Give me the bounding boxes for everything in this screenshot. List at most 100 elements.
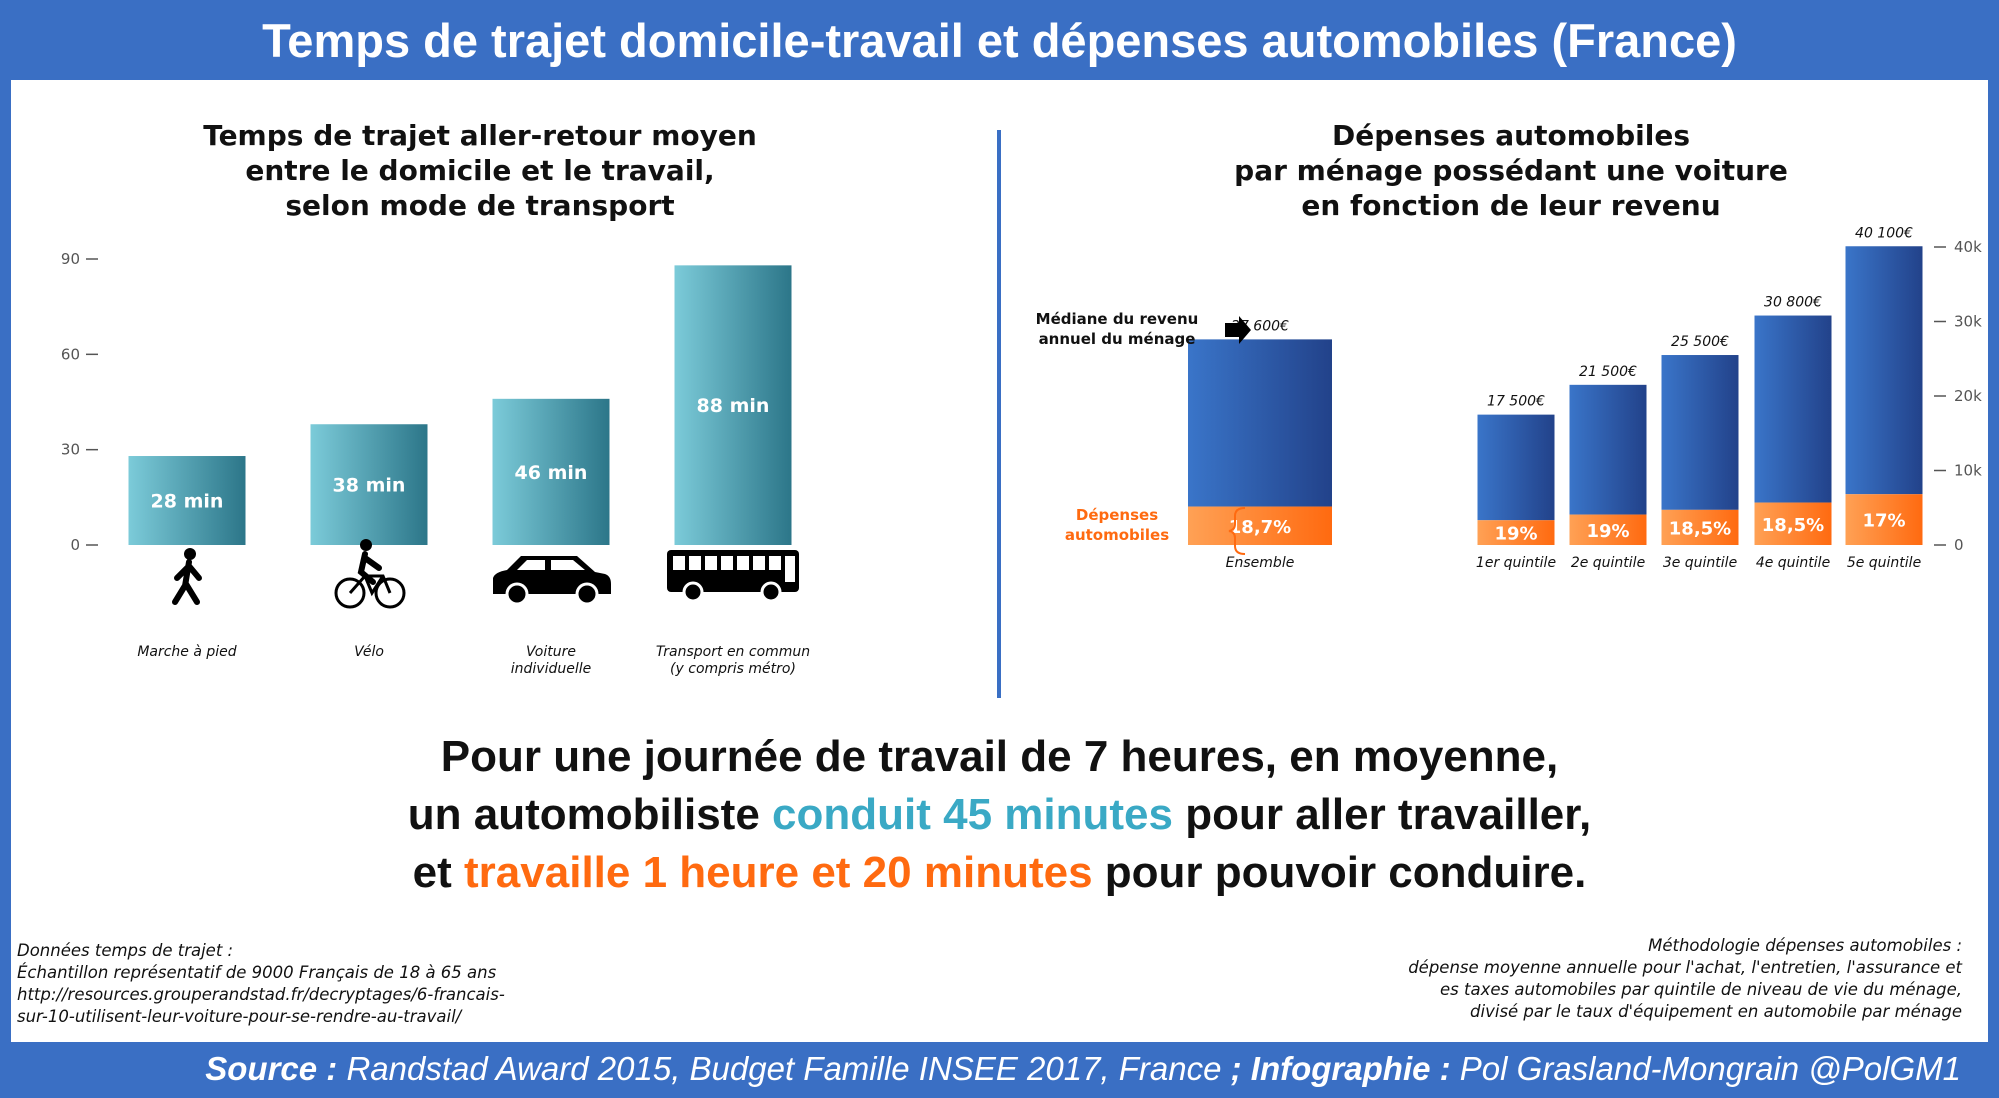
expenses-title-line: Dépenses automobiles (1331, 119, 1691, 152)
y-tick-label: 10k (1954, 462, 1982, 480)
income-bar (1569, 384, 1647, 515)
headline: Pour une journée de travail de 7 heures,… (11, 728, 1988, 902)
expense-bar (1188, 506, 1332, 545)
y-tick-label: 0 (1954, 536, 1964, 554)
expenses-title-line: en fonction de leur revenu (1301, 189, 1721, 222)
bus-icon (667, 550, 799, 603)
commute-category-label: (y compris métro) (670, 661, 796, 677)
headline-text: un automobiliste (407, 790, 773, 839)
y-tick-label: 20k (1954, 387, 1982, 405)
expenses-chart-title: Dépenses automobiles par ménage possédan… (1151, 118, 1871, 223)
commute-bar-label: 46 min (515, 462, 588, 484)
expense-share-label: 19% (1586, 521, 1629, 542)
income-value-label: 25 500€ (1671, 334, 1729, 350)
pedestrian-icon (172, 548, 202, 605)
content-panel: Temps de trajet aller-retour moyen entre… (11, 80, 1988, 1042)
note-line: divisé par le taux d'équipement en autom… (1470, 1002, 1962, 1021)
headline-highlight-work: travaille 1 heure et 20 minutes (464, 848, 1093, 897)
car-icon (493, 556, 611, 606)
commute-category-label: individuelle (511, 661, 591, 677)
bicycle-icon (334, 539, 406, 609)
income-category-label: 1er quintile (1476, 555, 1556, 571)
income-category-label: Ensemble (1226, 555, 1295, 571)
income-category-label: 5e quintile (1847, 555, 1921, 571)
y-tick-label: 0 (70, 536, 80, 554)
expense-bar (1477, 520, 1555, 545)
headline-text: pour pouvoir conduire. (1092, 848, 1587, 897)
headline-text: et (412, 848, 465, 897)
source-label: Source : (205, 1050, 338, 1087)
commute-title-line: entre le domicile et le travail, (245, 154, 715, 187)
arrow-right-icon (1225, 316, 1251, 344)
commute-category-label: Voiture (526, 644, 576, 660)
commute-chart-title: Temps de trajet aller-retour moyen entre… (125, 118, 835, 223)
chart-divider (997, 130, 1001, 698)
expense-bar (1754, 502, 1832, 545)
infographic-author: Pol Grasland-Mongrain @PolGM1 (1450, 1050, 1961, 1087)
income-bar (1188, 339, 1332, 507)
commute-category-label: Marche à pied (137, 644, 236, 660)
commute-time-chart: 0 30 60 90 28 min Marche à pied 38 min Vélo 46 m… (61, 250, 810, 677)
note-line: dépense moyenne annuelle pour l'achat, l… (1408, 958, 1962, 977)
commute-bar-label: 28 min (151, 491, 224, 513)
headline-line-1: Pour une journée de travail de 7 heures,… (440, 732, 1559, 781)
income-value-label: 40 100€ (1855, 225, 1913, 241)
note-line: http://resources.grouperandstad.fr/decry… (17, 985, 505, 1004)
commute-data-notes: Données temps de trajet : Échantillon re… (17, 940, 505, 1028)
y-tick-label: 30 (61, 441, 80, 459)
page-title: Temps de trajet domicile-travail et dépe… (262, 13, 1737, 67)
expense-bar (1569, 514, 1647, 545)
income-value-label: 30 800€ (1764, 295, 1822, 311)
y-tick-label: 30k (1954, 313, 1982, 331)
headline-text: pour aller travailler, (1172, 790, 1592, 839)
expenses-annotation: Dépenses (1076, 506, 1158, 524)
commute-bar-label: 38 min (333, 475, 406, 497)
y-tick-label: 60 (61, 345, 80, 363)
income-category-label: 2e quintile (1571, 555, 1645, 571)
expense-share-label: 17% (1862, 511, 1905, 532)
median-annotation: Médiane du revenu (1036, 310, 1199, 328)
note-line: Méthodologie dépenses automobiles : (1648, 936, 1962, 955)
source-text: Randstad Award 2015, Budget Famille INSE… (337, 1050, 1231, 1087)
commute-bar (128, 456, 246, 545)
infographic-label: ; Infographie : (1230, 1050, 1451, 1087)
commute-title-line: Temps de trajet aller-retour moyen (203, 119, 757, 152)
income-bar (1754, 315, 1832, 503)
commute-title-line: selon mode de transport (285, 189, 675, 222)
source-credit: Source : Randstad Award 2015, Budget Fam… (205, 1050, 1961, 1088)
commute-bar (674, 265, 792, 545)
expense-bar (1845, 494, 1923, 545)
footer-bar: Source : Randstad Award 2015, Budget Fam… (0, 1042, 1999, 1098)
commute-category-label: Transport en commun (656, 644, 810, 660)
note-line: sur-10-utilisent-leur-voiture-pour-se-re… (17, 1007, 462, 1026)
commute-bar (492, 398, 610, 545)
income-value-label: 21 500€ (1579, 364, 1637, 380)
headline-highlight-drive: conduit 45 minutes (772, 790, 1173, 839)
note-line: Données temps de trajet : (17, 941, 234, 960)
income-bar (1661, 355, 1739, 510)
income-category-label: 3e quintile (1663, 555, 1737, 571)
brace-icon (1228, 507, 1246, 555)
y-tick-label: 40k (1954, 238, 1982, 256)
income-value-label: 17 500€ (1487, 394, 1545, 410)
headline-line-3: et travaille 1 heure et 20 minutes pour … (11, 844, 1988, 902)
expense-share-label: 19% (1494, 524, 1537, 545)
expenses-annotation: automobiles (1065, 526, 1169, 544)
commute-category-label: Vélo (354, 644, 384, 660)
expense-share-label: 18,5% (1762, 515, 1824, 536)
income-bar (1477, 414, 1555, 521)
income-category-label: 4e quintile (1756, 555, 1830, 571)
note-line: Échantillon représentatif de 9000 França… (17, 963, 497, 982)
income-bar (1845, 246, 1923, 495)
note-line: es taxes automobiles par quintile de niv… (1440, 980, 1962, 999)
median-annotation: annuel du ménage (1039, 330, 1196, 348)
commute-bar (310, 424, 428, 545)
expense-share-label: 18,5% (1669, 518, 1731, 539)
headline-line-2: un automobiliste conduit 45 minutes pour… (11, 786, 1988, 844)
y-tick-label: 90 (61, 250, 80, 268)
expense-share-label: 18,7% (1229, 517, 1291, 538)
commute-bar-label: 88 min (697, 395, 770, 417)
expense-bar (1661, 509, 1739, 545)
methodology-notes: Méthodologie dépenses automobiles : dépe… (1408, 935, 1962, 1023)
